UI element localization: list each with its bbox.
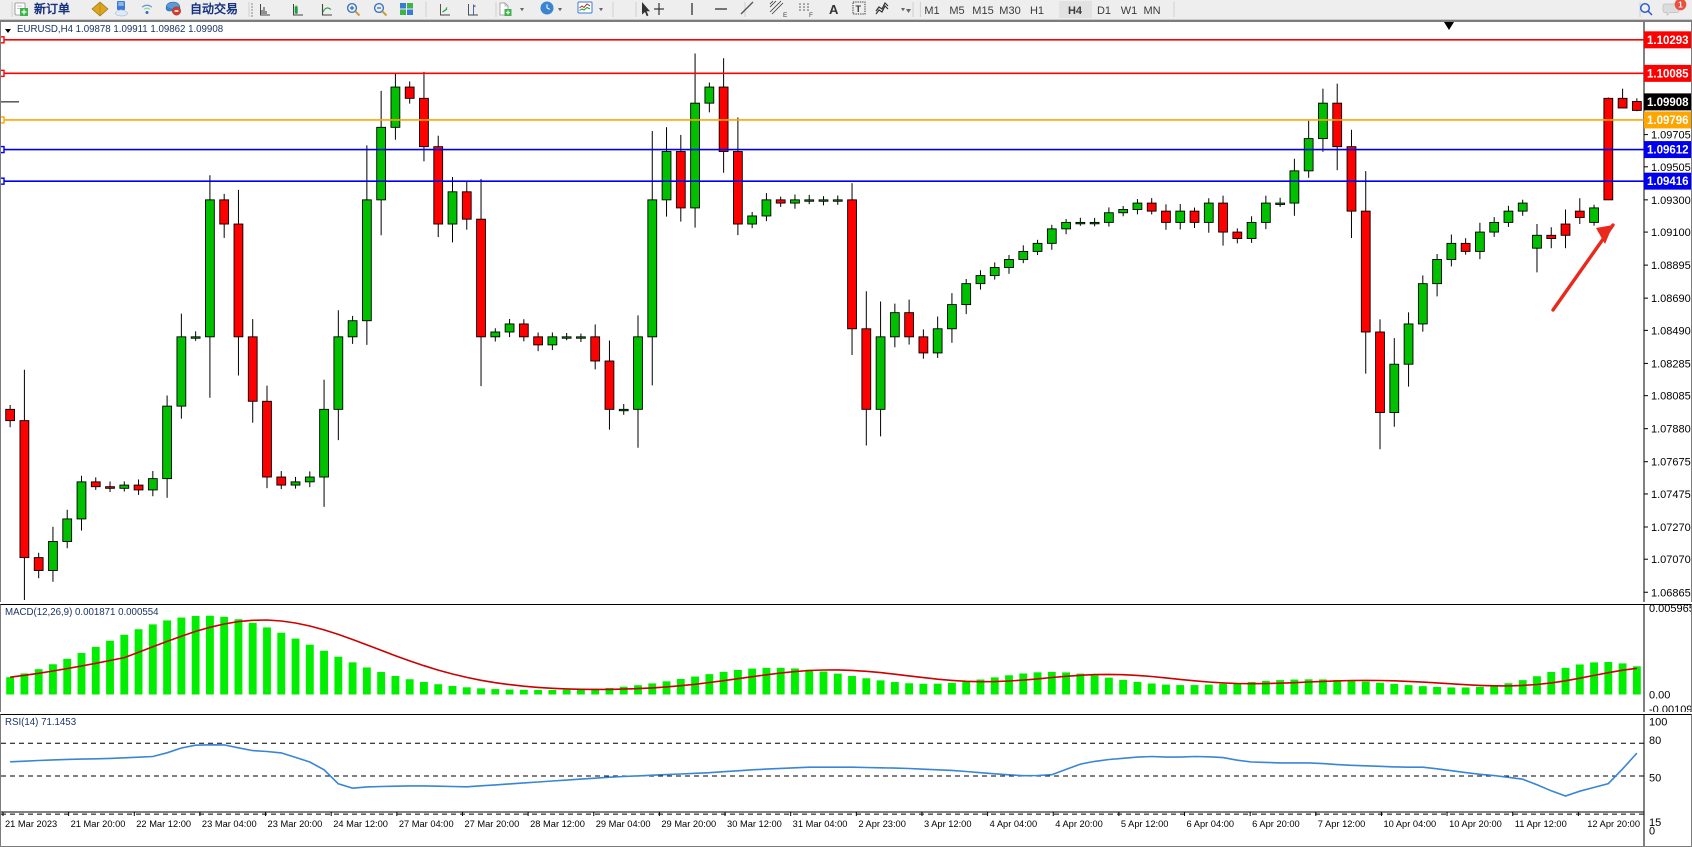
svg-text:W1: W1 [1121, 5, 1138, 17]
svg-text:29 Mar 20:00: 29 Mar 20:00 [661, 819, 716, 829]
svg-text:1.08690: 1.08690 [1651, 293, 1691, 305]
svg-text:1.10085: 1.10085 [1647, 68, 1689, 80]
svg-text:T: T [856, 4, 862, 14]
svg-text:6 Apr 20:00: 6 Apr 20:00 [1252, 819, 1300, 829]
svg-text:21 Mar 2023: 21 Mar 2023 [5, 819, 57, 829]
svg-text:1.09705: 1.09705 [1651, 130, 1691, 142]
svg-text:31 Mar 04:00: 31 Mar 04:00 [793, 819, 848, 829]
svg-text:EURUSD,H4 1.09878 1.09911 1.0: EURUSD,H4 1.09878 1.09911 1.09862 1.0990… [17, 24, 223, 35]
svg-text:1.09796: 1.09796 [1647, 115, 1689, 127]
svg-text:1.09612: 1.09612 [1647, 145, 1689, 157]
svg-text:1.07070: 1.07070 [1651, 554, 1691, 566]
svg-text:22 Mar 12:00: 22 Mar 12:00 [136, 819, 191, 829]
svg-text:27 Mar 04:00: 27 Mar 04:00 [399, 819, 454, 829]
svg-text:23 Mar 04:00: 23 Mar 04:00 [202, 819, 257, 829]
svg-text:11 Apr 12:00: 11 Apr 12:00 [1515, 819, 1567, 829]
svg-text:1.08285: 1.08285 [1651, 358, 1691, 370]
svg-text:M1: M1 [924, 5, 939, 17]
svg-text:29 Mar 04:00: 29 Mar 04:00 [596, 819, 651, 829]
svg-text:27 Mar 20:00: 27 Mar 20:00 [464, 819, 519, 829]
svg-text:23 Mar 20:00: 23 Mar 20:00 [268, 819, 323, 829]
svg-text:1.10293: 1.10293 [1647, 35, 1689, 47]
svg-text:1.07475: 1.07475 [1651, 489, 1691, 501]
svg-text:10 Apr 20:00: 10 Apr 20:00 [1449, 819, 1502, 829]
svg-text:D1: D1 [1097, 5, 1111, 17]
svg-text:50: 50 [1649, 772, 1661, 784]
svg-text:0.005965: 0.005965 [1649, 605, 1692, 615]
svg-text:1.09416: 1.09416 [1647, 176, 1689, 188]
svg-text:2 Apr 23:00: 2 Apr 23:00 [858, 819, 906, 829]
svg-text:1.07675: 1.07675 [1651, 457, 1691, 469]
svg-text:1.08895: 1.08895 [1651, 260, 1691, 272]
svg-text:新订单: 新订单 [34, 1, 70, 16]
svg-text:M15: M15 [972, 5, 993, 17]
svg-text:H1: H1 [1030, 5, 1044, 17]
svg-text:7 Apr 12:00: 7 Apr 12:00 [1318, 819, 1366, 829]
svg-text:3 Apr 12:00: 3 Apr 12:00 [924, 819, 972, 829]
svg-text:12 Apr 20:00: 12 Apr 20:00 [1587, 819, 1640, 829]
svg-text:1.08085: 1.08085 [1651, 391, 1691, 403]
svg-text:1.09505: 1.09505 [1651, 162, 1691, 174]
svg-text:0.00: 0.00 [1649, 690, 1670, 702]
svg-text:24 Mar 12:00: 24 Mar 12:00 [333, 819, 388, 829]
svg-text:1.09908: 1.09908 [1647, 97, 1689, 109]
svg-text:30 Mar 12:00: 30 Mar 12:00 [727, 819, 782, 829]
svg-text:1.09300: 1.09300 [1651, 195, 1691, 207]
svg-text:1.07270: 1.07270 [1651, 522, 1691, 534]
svg-text:RSI(14) 71.1453: RSI(14) 71.1453 [5, 717, 76, 728]
svg-text:0: 0 [1649, 825, 1655, 837]
svg-text:4 Apr 20:00: 4 Apr 20:00 [1055, 819, 1103, 829]
svg-text:1: 1 [1678, 0, 1683, 9]
svg-text:1.07880: 1.07880 [1651, 424, 1691, 436]
svg-text:H4: H4 [1068, 5, 1083, 17]
svg-text:M30: M30 [999, 5, 1020, 17]
svg-text:F: F [809, 12, 813, 19]
svg-text:80: 80 [1649, 735, 1661, 747]
svg-text:6 Apr 04:00: 6 Apr 04:00 [1187, 819, 1235, 829]
svg-text:5 Apr 12:00: 5 Apr 12:00 [1121, 819, 1169, 829]
svg-text:自动交易: 自动交易 [190, 1, 238, 16]
svg-text:M5: M5 [949, 5, 964, 17]
svg-text:E: E [783, 12, 788, 19]
svg-text:1.08490: 1.08490 [1651, 325, 1691, 337]
svg-text:100: 100 [1649, 717, 1667, 729]
svg-text:MN: MN [1143, 5, 1160, 17]
svg-text:1.06865: 1.06865 [1651, 587, 1691, 599]
svg-text:1.09100: 1.09100 [1651, 227, 1691, 239]
svg-text:10 Apr 04:00: 10 Apr 04:00 [1383, 819, 1436, 829]
svg-text:4 Apr 04:00: 4 Apr 04:00 [990, 819, 1038, 829]
svg-text:28 Mar 12:00: 28 Mar 12:00 [530, 819, 585, 829]
svg-text:A: A [829, 2, 839, 17]
svg-text:21 Mar 20:00: 21 Mar 20:00 [71, 819, 126, 829]
svg-text:MACD(12,26,9) 0.001871 0.00055: MACD(12,26,9) 0.001871 0.000554 [5, 607, 159, 618]
svg-text:-0.001096: -0.001096 [1649, 704, 1692, 712]
